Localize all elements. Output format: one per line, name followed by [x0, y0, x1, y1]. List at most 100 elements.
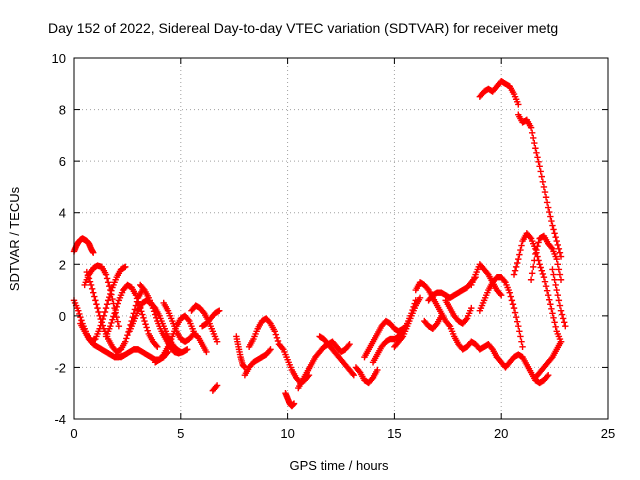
data-point	[185, 316, 192, 323]
data-point	[94, 304, 101, 312]
series-arc29	[442, 297, 475, 327]
data-point	[124, 331, 131, 339]
data-point	[110, 313, 117, 320]
data-point	[432, 321, 440, 329]
data-point	[115, 322, 123, 330]
data-point	[150, 303, 158, 311]
data-point	[87, 281, 95, 289]
data-point	[438, 312, 445, 320]
data-point	[547, 301, 554, 308]
data-point	[541, 188, 549, 196]
data-point	[153, 342, 160, 349]
data-point	[213, 338, 221, 345]
data-point	[544, 292, 552, 299]
data-point	[542, 194, 550, 201]
x-tick-label: 25	[601, 426, 615, 441]
data-point	[108, 319, 115, 327]
data-point	[134, 298, 142, 305]
series-arc14	[209, 382, 221, 394]
data-point	[561, 319, 568, 326]
data-point	[496, 290, 504, 298]
data-point	[107, 322, 114, 330]
data-point	[552, 323, 559, 331]
data-point	[109, 316, 116, 323]
data-point	[95, 308, 102, 316]
y-tick-label: 6	[59, 154, 66, 169]
data-point	[140, 314, 147, 321]
data-point	[506, 289, 513, 296]
data-point	[510, 271, 518, 278]
data-point	[530, 263, 537, 271]
data-point	[96, 312, 103, 320]
y-axis-label: SDTVAR / TECUs	[7, 186, 22, 291]
data-point	[541, 278, 549, 285]
data-point	[550, 226, 557, 233]
data-point	[91, 293, 98, 300]
data-point	[511, 309, 519, 316]
data-point	[108, 291, 115, 298]
data-point	[517, 333, 524, 340]
data-point	[141, 317, 148, 325]
data-point	[104, 279, 112, 286]
data-point	[90, 289, 97, 296]
data-point	[90, 249, 97, 256]
data-point	[139, 311, 146, 318]
data-point	[538, 267, 545, 274]
data-point	[551, 276, 558, 283]
series-arc27	[421, 312, 445, 332]
data-point	[468, 304, 475, 312]
data-point	[114, 300, 121, 307]
data-point	[143, 324, 150, 331]
data-point	[272, 331, 280, 338]
data-point	[552, 281, 559, 289]
data-point	[549, 310, 556, 317]
data-point	[555, 245, 563, 253]
data-point	[526, 234, 534, 241]
series-arc30	[446, 322, 501, 361]
data-point	[546, 208, 553, 216]
data-point	[527, 124, 535, 131]
data-point	[543, 287, 551, 294]
data-point	[551, 230, 558, 237]
data-point	[93, 301, 100, 308]
data-point	[550, 314, 557, 321]
data-point	[518, 338, 525, 345]
data-point	[553, 237, 560, 245]
data-point	[200, 308, 207, 316]
data-point	[355, 368, 363, 375]
data-point	[462, 316, 470, 323]
data-point	[88, 285, 96, 292]
data-point	[102, 271, 110, 278]
data-point	[75, 307, 82, 314]
data-point	[274, 337, 282, 345]
data-point	[558, 311, 566, 318]
data-point	[98, 319, 105, 326]
data-point	[512, 263, 520, 271]
data-point	[114, 318, 121, 325]
data-point	[103, 301, 111, 308]
data-point	[516, 328, 523, 335]
data-point	[540, 183, 548, 191]
data-point	[345, 342, 352, 349]
y-tick-label: -2	[54, 360, 66, 375]
data-point	[346, 341, 353, 348]
data-point	[532, 250, 539, 258]
data-point	[546, 296, 553, 303]
data-point	[112, 306, 119, 314]
data-points	[70, 78, 569, 410]
data-point	[123, 335, 130, 342]
data-point	[516, 251, 523, 258]
data-point	[534, 154, 541, 161]
x-tick-label: 0	[70, 426, 77, 441]
series-arc39	[532, 338, 565, 381]
data-point	[213, 382, 221, 389]
chart-title: Day 152 of 2022, Sidereal Day-to-day VTE…	[48, 20, 558, 36]
data-point	[543, 373, 551, 380]
data-point	[555, 266, 563, 273]
data-point	[559, 315, 567, 322]
data-point	[184, 346, 191, 353]
data-point	[536, 261, 543, 268]
data-point	[549, 266, 556, 273]
